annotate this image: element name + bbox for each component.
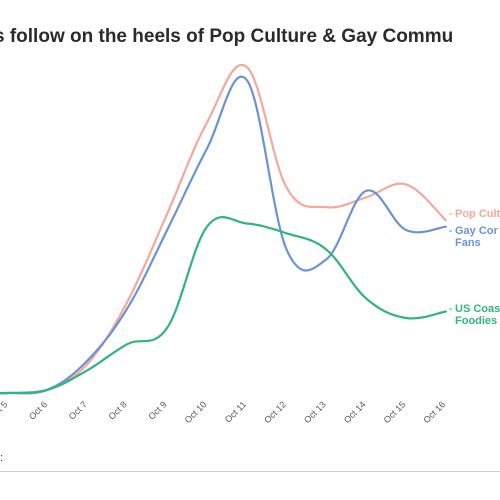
series-line-0 xyxy=(0,63,447,395)
series-label-2: US Coas Foodies xyxy=(455,303,500,327)
series-line-1 xyxy=(0,75,447,395)
series-label-line: Pop Cultu xyxy=(455,208,500,220)
series-label-0: Pop Cultu xyxy=(455,208,500,220)
x-tick-label: Oct 10 xyxy=(183,399,209,425)
series-label-1: Gay Cor Fans xyxy=(455,225,499,249)
x-tick-label: Oct 8 xyxy=(107,399,129,421)
x-tick-label: Oct 5 xyxy=(0,399,9,421)
x-tick-label: Oct 9 xyxy=(146,399,168,421)
x-tick-label: Oct 13 xyxy=(302,399,328,425)
chart-title: s follow on the heels of Pop Culture & G… xyxy=(0,26,454,47)
x-tick-label: Oct 15 xyxy=(382,399,408,425)
series-label-line: Gay Cor xyxy=(455,225,499,237)
footer-mark: : xyxy=(0,452,4,464)
series-line-2 xyxy=(0,216,447,395)
x-tick-label: Oct 7 xyxy=(67,399,89,421)
x-tick-label: Oct 14 xyxy=(342,399,368,425)
x-tick-label: Oct 6 xyxy=(27,399,49,421)
x-tick-label: Oct 11 xyxy=(223,399,248,424)
series-label-line: Foodies xyxy=(455,315,497,327)
series-label-line: Fans xyxy=(455,237,481,249)
series-label-line: US Coas xyxy=(455,303,500,315)
x-tick-label: Oct 16 xyxy=(421,399,447,425)
footer-divider xyxy=(0,471,500,472)
x-tick-label: Oct 12 xyxy=(262,399,288,425)
